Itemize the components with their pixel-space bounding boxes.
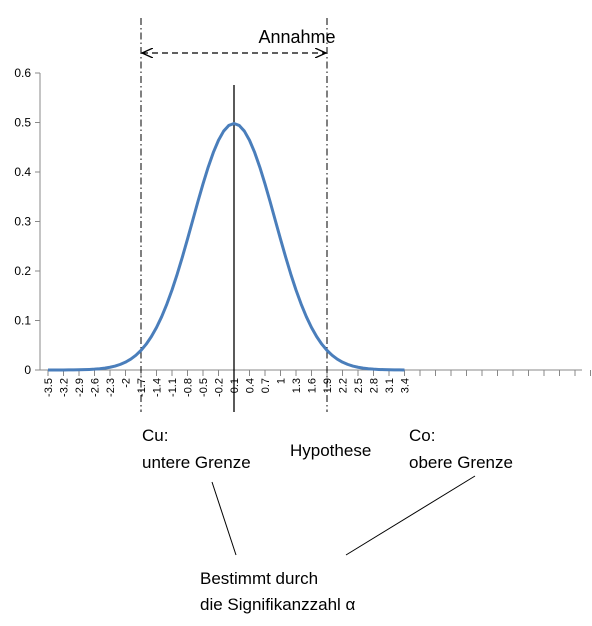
connector-line-lower	[211, 481, 237, 556]
normal-curve-line	[47, 121, 405, 372]
series-group	[47, 121, 405, 372]
x-tick-label: -1.7	[136, 378, 148, 397]
y-tick-label: 0	[24, 363, 31, 377]
y-tick-label: 0.1	[14, 314, 31, 328]
x-tick-label: -0.5	[198, 378, 210, 397]
x-tick-label: 1	[276, 378, 288, 384]
y-axis: 0 0.1 0.2 0.3 0.4 0.5 0.6	[14, 66, 41, 377]
hypothesis-label: Hypothese	[290, 441, 372, 460]
x-tick-label: -0.2	[214, 378, 226, 397]
x-tick-label: 2.8	[369, 378, 381, 393]
x-tick-label: -1.1	[167, 378, 179, 397]
y-tick-label: 0.5	[14, 116, 31, 130]
x-tick-label: 3.1	[384, 378, 396, 393]
x-axis: -3.5 -3.2 -2.9 -2.6 -2.3 -2 -1.7 -1.4 -1.1 -0.8 -0…	[40, 369, 591, 397]
x-tick-label: -2.3	[105, 378, 117, 397]
acceptance-label: Annahme	[258, 27, 335, 47]
x-tick-label: -2.9	[74, 378, 86, 397]
x-tick-label: 2.5	[353, 378, 365, 393]
x-tick-label: -3.2	[59, 378, 71, 397]
x-tick-label: 0.1	[229, 378, 241, 393]
lower-limit-title: Cu:	[142, 426, 169, 445]
x-tick-label: 0.4	[245, 378, 257, 393]
x-tick-label: 1.6	[307, 378, 319, 393]
x-tick-label: 1.3	[291, 378, 303, 393]
connector-line-upper	[345, 475, 476, 556]
x-tick-label: -0.8	[183, 378, 195, 397]
x-tick-label: 3.4	[400, 378, 412, 393]
lower-limit-subtitle: untere Grenze	[142, 453, 251, 472]
x-tick-label: 2.2	[338, 378, 350, 393]
x-tick-label: -1.4	[152, 378, 164, 397]
upper-limit-subtitle: obere Grenze	[409, 453, 513, 472]
y-tick-label: 0.3	[14, 215, 31, 229]
x-tick-label: -2.6	[90, 378, 102, 397]
y-tick-label: 0.2	[14, 264, 31, 278]
x-tick-label: -3.5	[43, 378, 55, 397]
y-tick-label: 0.6	[14, 66, 31, 80]
annotation-connectors	[211, 475, 476, 556]
x-tick-label: -2	[121, 378, 133, 388]
x-tick-label: 1.9	[322, 378, 334, 393]
x-tick-label: 0.7	[260, 378, 272, 393]
upper-limit-title: Co:	[409, 426, 436, 445]
note-line-1: Bestimmt durch	[200, 569, 319, 588]
y-tick-label: 0.4	[14, 165, 31, 179]
boundary-lines	[140, 18, 328, 412]
note-line-2: die Signifikanzzahl α	[200, 595, 356, 614]
